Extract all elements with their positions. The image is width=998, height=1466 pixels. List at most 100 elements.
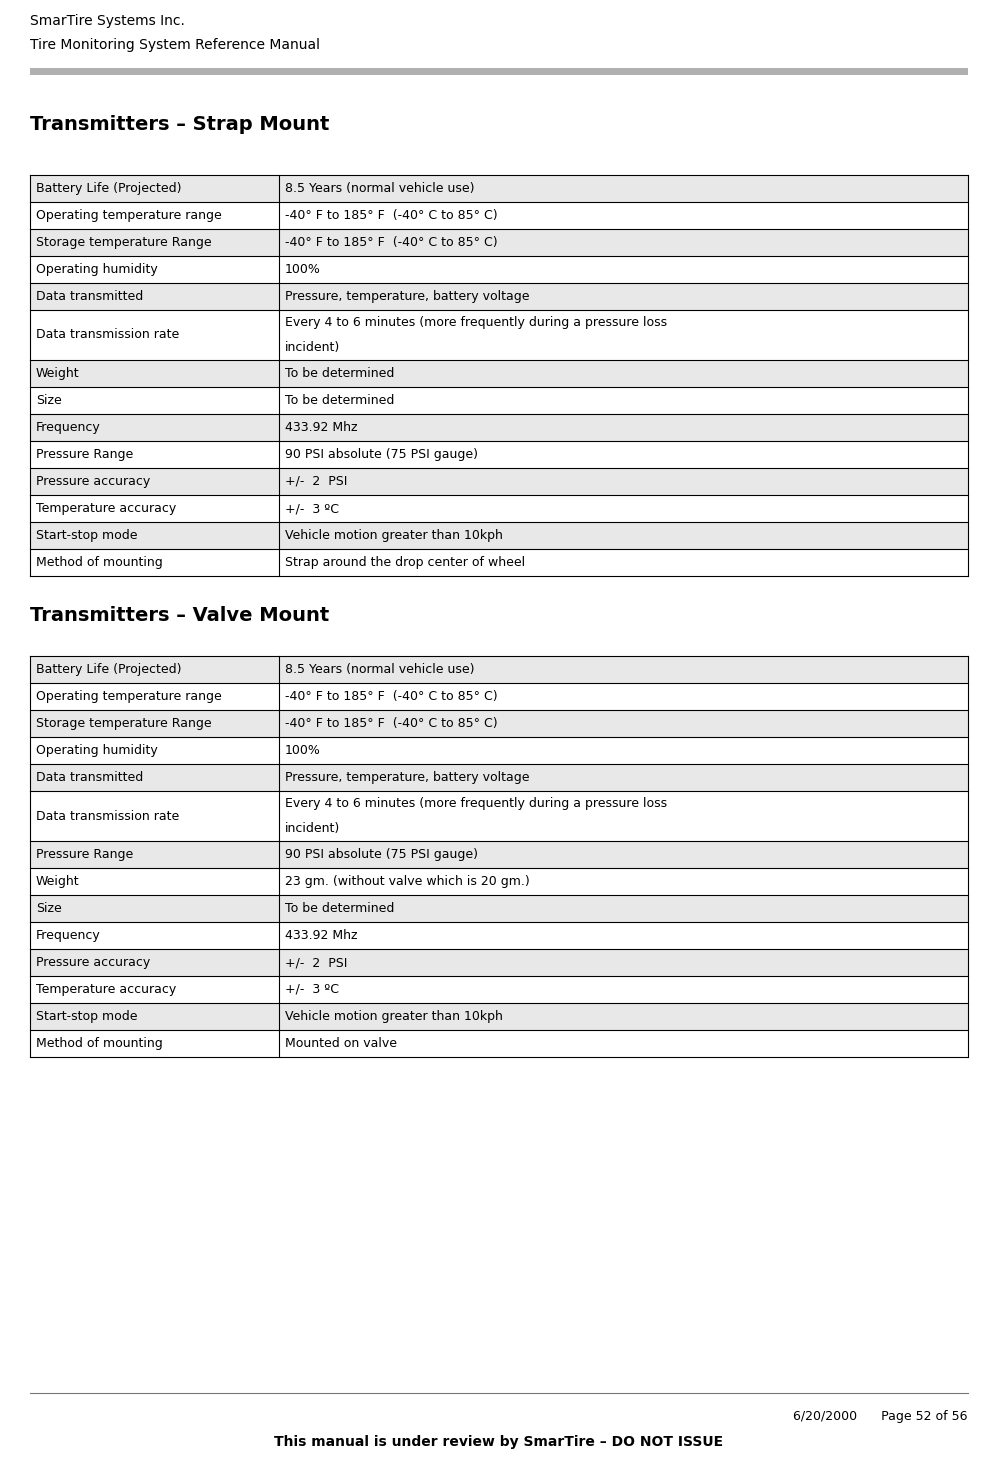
Text: Data transmission rate: Data transmission rate bbox=[36, 328, 180, 342]
Text: Every 4 to 6 minutes (more frequently during a pressure loss: Every 4 to 6 minutes (more frequently du… bbox=[284, 798, 667, 811]
Bar bbox=[278, 522, 968, 548]
Text: +/-  3 ºC: +/- 3 ºC bbox=[284, 984, 338, 995]
Bar bbox=[278, 737, 968, 764]
Bar bbox=[278, 496, 968, 522]
Text: 100%: 100% bbox=[284, 745, 320, 756]
Bar bbox=[278, 896, 968, 922]
Text: 90 PSI absolute (75 PSI gauge): 90 PSI absolute (75 PSI gauge) bbox=[284, 449, 478, 460]
Text: Data transmitted: Data transmitted bbox=[36, 290, 144, 303]
Text: 8.5 Years (normal vehicle use): 8.5 Years (normal vehicle use) bbox=[284, 182, 474, 195]
Text: Operating temperature range: Operating temperature range bbox=[36, 210, 222, 221]
Text: incident): incident) bbox=[284, 822, 340, 836]
Bar bbox=[278, 655, 968, 683]
Text: To be determined: To be determined bbox=[284, 902, 394, 915]
Bar bbox=[30, 949, 278, 976]
Bar bbox=[278, 413, 968, 441]
Text: Operating humidity: Operating humidity bbox=[36, 262, 158, 276]
Text: +/-  3 ºC: +/- 3 ºC bbox=[284, 501, 338, 515]
Bar bbox=[30, 868, 278, 896]
Text: To be determined: To be determined bbox=[284, 366, 394, 380]
Text: Operating temperature range: Operating temperature range bbox=[36, 690, 222, 704]
Bar bbox=[30, 387, 278, 413]
Bar bbox=[278, 361, 968, 387]
Bar bbox=[30, 522, 278, 548]
Bar bbox=[278, 764, 968, 792]
Text: +/-  2  PSI: +/- 2 PSI bbox=[284, 475, 347, 488]
Bar bbox=[30, 922, 278, 949]
Text: Start-stop mode: Start-stop mode bbox=[36, 1010, 138, 1023]
Bar bbox=[30, 496, 278, 522]
Bar bbox=[278, 683, 968, 710]
Bar bbox=[278, 468, 968, 496]
Bar bbox=[30, 67, 968, 75]
Text: Battery Life (Projected): Battery Life (Projected) bbox=[36, 182, 182, 195]
Bar bbox=[30, 896, 278, 922]
Text: Temperature accuracy: Temperature accuracy bbox=[36, 984, 177, 995]
Text: Pressure Range: Pressure Range bbox=[36, 449, 134, 460]
Bar bbox=[278, 976, 968, 1003]
Bar bbox=[278, 548, 968, 576]
Bar bbox=[278, 283, 968, 309]
Bar bbox=[30, 764, 278, 792]
Bar bbox=[278, 441, 968, 468]
Text: SmarTire Systems Inc.: SmarTire Systems Inc. bbox=[30, 15, 185, 28]
Text: Frequency: Frequency bbox=[36, 421, 101, 434]
Bar bbox=[278, 922, 968, 949]
Bar bbox=[30, 361, 278, 387]
Text: incident): incident) bbox=[284, 342, 340, 353]
Text: Data transmitted: Data transmitted bbox=[36, 771, 144, 784]
Text: Battery Life (Projected): Battery Life (Projected) bbox=[36, 663, 182, 676]
Bar bbox=[278, 257, 968, 283]
Bar bbox=[278, 229, 968, 257]
Text: Pressure accuracy: Pressure accuracy bbox=[36, 956, 151, 969]
Bar bbox=[278, 202, 968, 229]
Text: 433.92 Mhz: 433.92 Mhz bbox=[284, 929, 357, 943]
Text: Start-stop mode: Start-stop mode bbox=[36, 529, 138, 542]
Bar bbox=[30, 283, 278, 309]
Bar bbox=[30, 710, 278, 737]
Bar bbox=[278, 387, 968, 413]
Text: Temperature accuracy: Temperature accuracy bbox=[36, 501, 177, 515]
Text: Vehicle motion greater than 10kph: Vehicle motion greater than 10kph bbox=[284, 1010, 502, 1023]
Text: Mounted on valve: Mounted on valve bbox=[284, 1036, 396, 1050]
Bar bbox=[278, 868, 968, 896]
Text: Storage temperature Range: Storage temperature Range bbox=[36, 236, 212, 249]
Bar bbox=[30, 468, 278, 496]
Bar bbox=[278, 841, 968, 868]
Text: +/-  2  PSI: +/- 2 PSI bbox=[284, 956, 347, 969]
Text: Vehicle motion greater than 10kph: Vehicle motion greater than 10kph bbox=[284, 529, 502, 542]
Text: -40° F to 185° F  (-40° C to 85° C): -40° F to 185° F (-40° C to 85° C) bbox=[284, 690, 497, 704]
Text: Strap around the drop center of wheel: Strap around the drop center of wheel bbox=[284, 556, 525, 569]
Text: Pressure Range: Pressure Range bbox=[36, 847, 134, 861]
Text: Frequency: Frequency bbox=[36, 929, 101, 943]
Text: Pressure accuracy: Pressure accuracy bbox=[36, 475, 151, 488]
Text: Transmitters – Valve Mount: Transmitters – Valve Mount bbox=[30, 605, 329, 625]
Text: Method of mounting: Method of mounting bbox=[36, 1036, 163, 1050]
Bar bbox=[278, 174, 968, 202]
Bar bbox=[30, 792, 278, 841]
Text: Weight: Weight bbox=[36, 875, 80, 888]
Bar bbox=[278, 1031, 968, 1057]
Text: Size: Size bbox=[36, 902, 62, 915]
Bar bbox=[278, 309, 968, 361]
Bar bbox=[30, 309, 278, 361]
Text: Pressure, temperature, battery voltage: Pressure, temperature, battery voltage bbox=[284, 290, 529, 303]
Text: 8.5 Years (normal vehicle use): 8.5 Years (normal vehicle use) bbox=[284, 663, 474, 676]
Text: -40° F to 185° F  (-40° C to 85° C): -40° F to 185° F (-40° C to 85° C) bbox=[284, 210, 497, 221]
Text: Tire Monitoring System Reference Manual: Tire Monitoring System Reference Manual bbox=[30, 38, 320, 51]
Text: This manual is under review by SmarTire – DO NOT ISSUE: This manual is under review by SmarTire … bbox=[274, 1435, 724, 1448]
Bar bbox=[30, 202, 278, 229]
Bar bbox=[30, 174, 278, 202]
Bar bbox=[30, 976, 278, 1003]
Bar bbox=[30, 1003, 278, 1031]
Text: 433.92 Mhz: 433.92 Mhz bbox=[284, 421, 357, 434]
Text: -40° F to 185° F  (-40° C to 85° C): -40° F to 185° F (-40° C to 85° C) bbox=[284, 236, 497, 249]
Bar bbox=[278, 792, 968, 841]
Bar bbox=[30, 841, 278, 868]
Text: Transmitters – Strap Mount: Transmitters – Strap Mount bbox=[30, 114, 329, 133]
Text: -40° F to 185° F  (-40° C to 85° C): -40° F to 185° F (-40° C to 85° C) bbox=[284, 717, 497, 730]
Bar bbox=[278, 949, 968, 976]
Text: Weight: Weight bbox=[36, 366, 80, 380]
Bar bbox=[30, 257, 278, 283]
Bar bbox=[30, 655, 278, 683]
